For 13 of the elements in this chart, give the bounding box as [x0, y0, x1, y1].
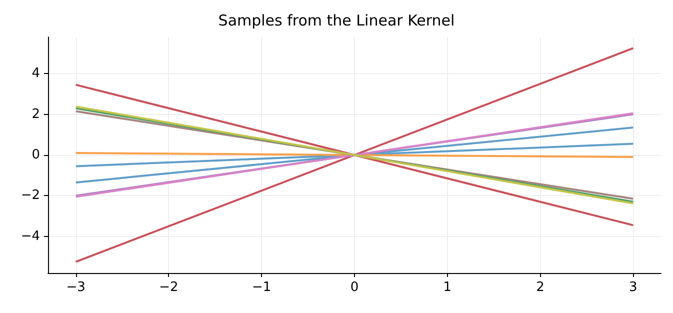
x-tick-label: 0 — [350, 280, 359, 295]
x-tick-label: 3 — [628, 280, 638, 295]
x-tick-label: −1 — [252, 280, 272, 295]
y-tick-label: 4 — [32, 66, 40, 82]
y-tick-label: 0 — [32, 148, 40, 162]
y-tick-label: −4 — [20, 228, 40, 244]
y-tick-label: −2 — [20, 188, 40, 204]
x-tick-label: −2 — [159, 280, 178, 295]
x-tick-label: −3 — [66, 280, 86, 295]
x-tick-label: 1 — [443, 280, 452, 295]
y-tick-label: 2 — [32, 106, 40, 122]
x-tick-label: 2 — [536, 280, 544, 295]
chart-title: Samples from the Linear Kernel — [218, 12, 455, 30]
